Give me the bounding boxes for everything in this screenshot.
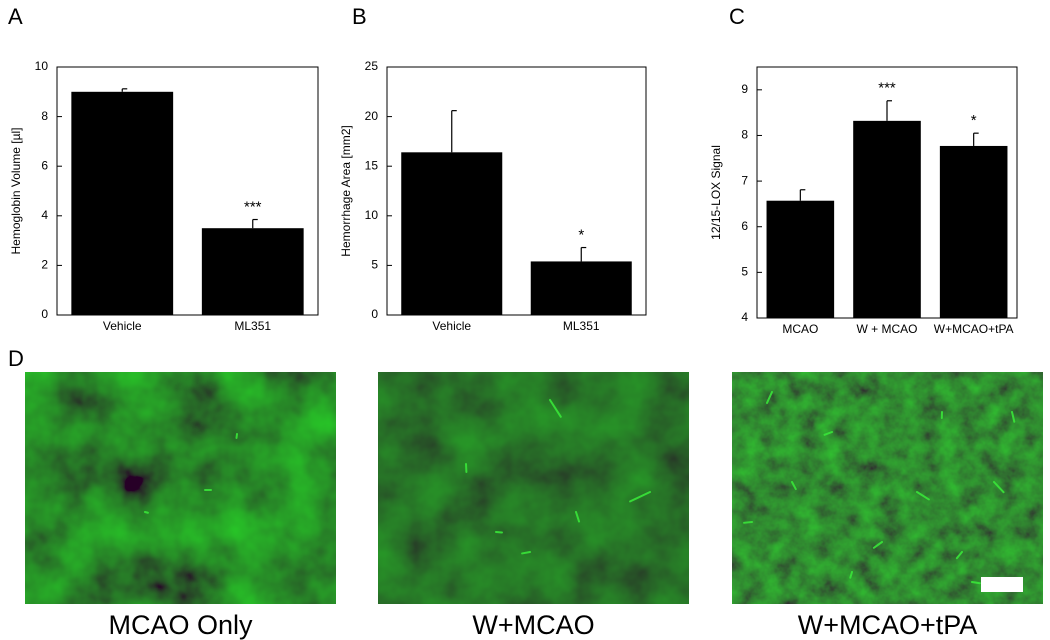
significance-label: * [578, 227, 584, 244]
y-tick-label: 8 [41, 109, 48, 123]
y-tick-label: 0 [41, 307, 48, 321]
vessel [144, 511, 149, 514]
vessel [549, 399, 562, 418]
vessel [629, 491, 651, 503]
bar [71, 91, 174, 315]
vessel [575, 511, 581, 523]
bar [766, 200, 835, 318]
significance-label: *** [244, 198, 262, 215]
vessel [993, 481, 1005, 494]
micrograph [732, 372, 1043, 604]
image-caption: W+MCAO [472, 610, 594, 640]
significance-label: *** [878, 80, 896, 97]
x-tick-label: MCAO [782, 322, 818, 336]
y-tick-label: 4 [741, 310, 748, 324]
micrograph [25, 372, 336, 604]
vessel [235, 433, 238, 439]
bar [853, 120, 921, 318]
y-tick-label: 20 [365, 109, 379, 123]
y-tick-label: 10 [35, 59, 49, 73]
y-axis-label: 12/15-LOX Signal [709, 145, 723, 240]
micrograph-background [732, 372, 1043, 604]
vessel [872, 541, 883, 549]
y-tick-label: 6 [41, 158, 48, 172]
bar [530, 261, 632, 315]
image-caption: MCAO Only [108, 610, 253, 640]
x-tick-label: ML351 [234, 319, 271, 333]
y-tick-label: 6 [741, 219, 748, 233]
panel-letter: B [352, 4, 367, 29]
y-tick-label: 8 [741, 128, 748, 142]
y-tick-label: 10 [365, 208, 379, 222]
y-tick-label: 2 [41, 258, 48, 272]
y-tick-label: 9 [741, 82, 748, 96]
y-tick-label: 0 [371, 307, 378, 321]
micrograph [378, 372, 689, 604]
y-axis-label: Hemoglobin Volume [µl] [9, 128, 23, 255]
y-axis-label: Hemorrhage Area [mm2] [339, 125, 353, 256]
panel-letter: C [729, 4, 745, 29]
y-tick-label: 5 [371, 258, 378, 272]
vessel [521, 551, 531, 555]
vessel [955, 551, 963, 560]
panel-letter: A [8, 4, 23, 29]
x-tick-label: W+MCAO+tPA [934, 322, 1014, 336]
x-tick-label: W + MCAO [856, 322, 917, 336]
bar [401, 152, 503, 315]
plot-frame [386, 66, 647, 316]
scale-bar [981, 577, 1023, 592]
vessel [791, 481, 797, 491]
vessel [849, 571, 853, 579]
vessel [743, 521, 753, 524]
y-tick-label: 7 [741, 173, 748, 187]
y-tick-label: 15 [365, 158, 379, 172]
significance-label: * [971, 112, 977, 129]
vessel [971, 581, 981, 585]
x-tick-label: Vehicle [103, 319, 142, 333]
vessel [823, 431, 833, 436]
bar [939, 145, 1008, 318]
vessel [916, 491, 930, 501]
vessel [1011, 411, 1016, 423]
x-tick-label: Vehicle [432, 319, 471, 333]
y-tick-label: 5 [741, 265, 748, 279]
y-tick-label: 25 [365, 59, 379, 73]
x-tick-label: ML351 [563, 319, 600, 333]
plot-frame [56, 66, 319, 316]
vessel [766, 391, 773, 404]
bar [201, 228, 304, 315]
y-tick-label: 4 [41, 208, 48, 222]
micrograph-background [25, 372, 336, 604]
image-caption: W+MCAO+tPA [798, 610, 978, 640]
panel-letter: D [8, 346, 24, 371]
micrograph-background [378, 372, 689, 604]
